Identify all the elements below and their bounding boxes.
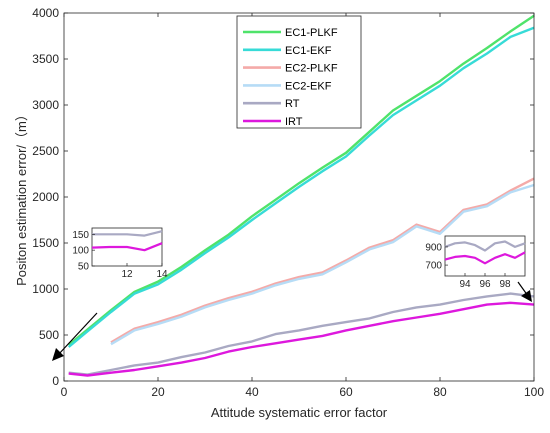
legend-items: EC1-PLKF EC1-EKF EC2-PLKF EC2-EKF RT IRT [243,27,338,128]
legend-label-ec1-ekf: EC1-EKF [285,45,332,57]
zoom-arrow-left [52,312,98,361]
legend-label-irt: IRT [285,116,303,128]
y-tick-label: 1500 [32,236,59,250]
inset-right: 94 96 98 700 900 [425,235,526,290]
inset-left: 12 14 50 100 150 [72,227,168,280]
y-tick-label: 2500 [32,144,59,158]
inset-left-y-tick-label: 100 [72,246,89,257]
main-series-group [67,14,535,377]
x-tick-label: 60 [339,385,353,399]
series-line-ec1-ekf [67,26,535,348]
series-line-ec2-ekf [110,183,535,346]
zoom-arrow-right [517,281,532,302]
inset-right-x-tick-label: 94 [459,279,471,290]
x-tick-label: 80 [433,385,447,399]
arrow-left-head [52,348,64,361]
arrow-right-head [521,290,532,302]
legend-label-ec1-plkf: EC1-PLKF [285,27,338,39]
y-tick-label: 4000 [32,6,59,20]
y-tick-label: 2000 [32,190,59,204]
inset-right-line-rt [444,240,526,252]
x-axis-label: Attitude systematic error factor [211,405,388,420]
inset-right-ticks: 94 96 98 700 900 [425,242,511,290]
y-tick-label: 500 [39,328,59,342]
x-ticks: 0 20 40 60 80 100 [61,13,544,399]
x-tick-label: 100 [524,385,544,399]
legend-label-ec2-ekf: EC2-EKF [285,80,332,92]
inset-right-line-irt [444,251,526,265]
y-ticks: 0 500 1000 1500 2000 2500 3000 3500 4000 [32,6,534,388]
inset-left-x-tick-label: 12 [121,269,133,280]
legend-box [236,15,362,129]
inset-left-x-tick-label: 14 [156,269,168,280]
y-tick-label: 3000 [32,98,59,112]
inset-right-x-tick-label: 96 [479,279,491,290]
inset-left-line-irt [91,242,163,252]
legend-label-ec2-plkf: EC2-PLKF [285,63,338,75]
inset-right-series [444,240,526,265]
inset-right-x-tick-label: 98 [499,279,511,290]
inset-left-y-tick-label: 50 [78,262,90,273]
legend: EC1-PLKF EC1-EKF EC2-PLKF EC2-EKF RT IRT [236,15,362,129]
inset-right-y-tick-label: 900 [425,242,442,253]
y-tick-label: 0 [52,374,59,388]
x-tick-label: 0 [61,385,68,399]
y-tick-label: 3500 [32,52,59,66]
y-tick-label: 1000 [32,282,59,296]
inset-left-ticks: 12 14 50 100 150 [72,230,168,280]
inset-left-series [91,230,163,252]
arrow-left-shaft [57,312,98,356]
legend-label-rt: RT [285,98,300,110]
series-line-ec1-plkf [67,14,535,347]
x-tick-label: 20 [151,385,165,399]
inset-right-y-tick-label: 700 [425,261,442,272]
series-line-rt [68,292,535,376]
series-line-irt [68,301,535,377]
y-axis-label: Positon estimation error/（m） [14,108,29,286]
series-line-ec2-plkf [110,177,535,344]
x-tick-label: 40 [245,385,259,399]
inset-left-y-tick-label: 150 [72,230,89,241]
inset-left-line-rt [92,230,163,237]
